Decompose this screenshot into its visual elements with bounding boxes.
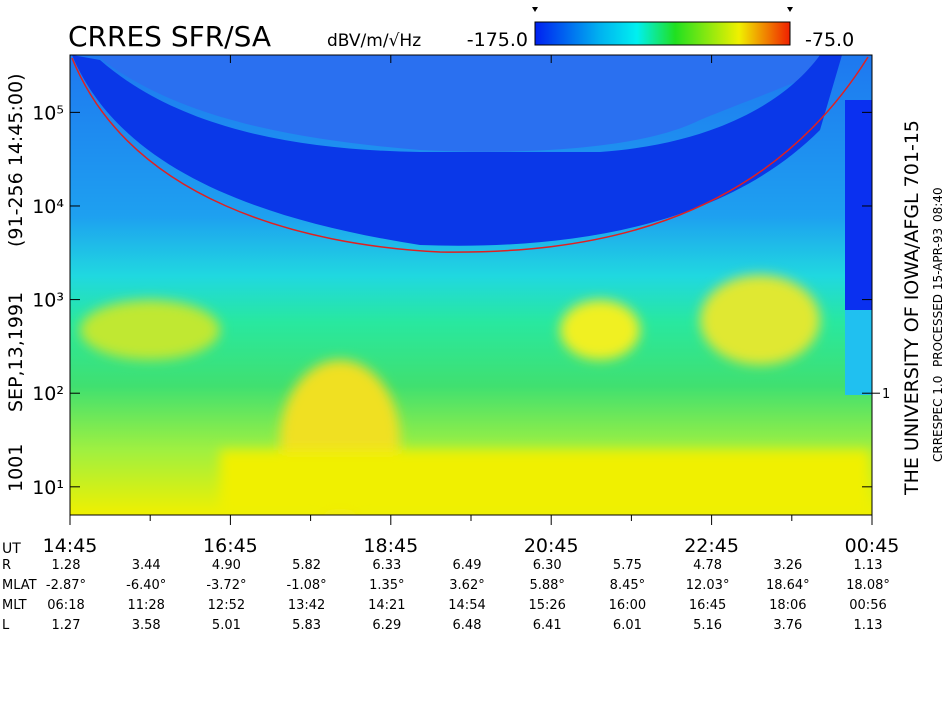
ephemeris-value: 3.76 bbox=[773, 618, 802, 633]
ephemeris-value: 6.30 bbox=[533, 558, 562, 573]
ephemeris-value: 4.90 bbox=[212, 558, 241, 573]
x-tick-label: 16:45 bbox=[203, 535, 258, 557]
ephemeris-value: 1.35° bbox=[369, 578, 404, 593]
ephemeris-value: 12.03° bbox=[686, 578, 730, 593]
ephemeris-value: 4.78 bbox=[693, 558, 722, 573]
ephemeris-value: 6.48 bbox=[453, 618, 482, 633]
x-axis-label: UT bbox=[2, 541, 21, 557]
x-tick-label: 14:45 bbox=[43, 535, 98, 557]
ephemeris-value: 8.45° bbox=[610, 578, 645, 593]
y-tick-label: 10⁵ bbox=[32, 102, 64, 124]
ephemeris-value: 5.01 bbox=[212, 618, 241, 633]
ephemeris-label: MLAT bbox=[2, 578, 37, 593]
ephemeris-value: 5.82 bbox=[292, 558, 321, 573]
colorbar-min: -175.0 bbox=[467, 29, 528, 51]
y2-tick-label: 1 bbox=[882, 387, 890, 402]
ephemeris-label: MLT bbox=[2, 598, 27, 613]
right-text: THE UNIVERSITY OF IOWA/AFGL 701-15 bbox=[901, 120, 923, 496]
ephemeris-value: 12:52 bbox=[208, 598, 245, 613]
ephemeris-value: 5.88° bbox=[529, 578, 564, 593]
ephemeris-value: 3.26 bbox=[773, 558, 802, 573]
ephemeris-value: 1.27 bbox=[52, 618, 81, 633]
ephemeris-value: 6.33 bbox=[372, 558, 401, 573]
ephemeris-value: 1.13 bbox=[854, 618, 883, 633]
y-tick-label: 10² bbox=[32, 383, 64, 405]
ephemeris-value: -1.08° bbox=[287, 578, 327, 593]
left-text: (91-256 14:45:00) bbox=[5, 74, 27, 248]
ephemeris-value: 14:21 bbox=[368, 598, 405, 613]
colorbar-max: -75.0 bbox=[805, 29, 854, 51]
x-tick-label: 18:45 bbox=[363, 535, 418, 557]
ephemeris-value: 6.49 bbox=[453, 558, 482, 573]
x-tick-label: 22:45 bbox=[684, 535, 739, 557]
ephemeris-value: 5.16 bbox=[693, 618, 722, 633]
ephemeris-value: 13:42 bbox=[288, 598, 325, 613]
ephemeris-value: 11:28 bbox=[127, 598, 164, 613]
ephemeris-value: 6.01 bbox=[613, 618, 642, 633]
ephemeris-value: 1.13 bbox=[854, 558, 883, 573]
ephemeris-label: R bbox=[2, 558, 11, 573]
ephemeris-value: 14:54 bbox=[448, 598, 485, 613]
ephemeris-value: 15:26 bbox=[528, 598, 565, 613]
ephemeris-value: 16:45 bbox=[689, 598, 726, 613]
colorbar-unit: dBV/m/√Hz bbox=[327, 31, 421, 51]
y-tick-label: 10³ bbox=[32, 290, 64, 312]
ephemeris-value: 00:56 bbox=[849, 598, 886, 613]
right-text: PROCESSED 15-APR-93 bbox=[931, 228, 945, 367]
ephemeris-value: -6.40° bbox=[126, 578, 166, 593]
ephemeris-value: 18.08° bbox=[846, 578, 890, 593]
ephemeris-value: 3.44 bbox=[132, 558, 161, 573]
right-text: CRRESPEC 1.0 bbox=[931, 376, 945, 462]
ephemeris-value: 6.29 bbox=[372, 618, 401, 633]
spectrogram bbox=[70, 55, 872, 515]
ephemeris-value: 18.64° bbox=[766, 578, 810, 593]
ephemeris-value: 16:00 bbox=[609, 598, 646, 613]
ephemeris-value: 5.83 bbox=[292, 618, 321, 633]
ephemeris-value: 1.28 bbox=[52, 558, 81, 573]
ephemeris-value: 3.58 bbox=[132, 618, 161, 633]
chart-title: CRRES SFR/SA bbox=[68, 20, 271, 53]
x-tick-label: 20:45 bbox=[524, 535, 579, 557]
y-tick-label: 10⁴ bbox=[32, 196, 64, 218]
left-text: SEP,13,1991 bbox=[5, 292, 27, 412]
ephemeris-value: 6.41 bbox=[533, 618, 562, 633]
colorbar-markers bbox=[532, 7, 793, 12]
x-tick-label: 00:45 bbox=[845, 535, 900, 557]
y-tick-label: 10¹ bbox=[32, 477, 64, 499]
ephemeris-value: 18:06 bbox=[769, 598, 806, 613]
colorbar bbox=[534, 21, 791, 46]
right-text: 08:40 bbox=[931, 187, 945, 222]
ephemeris-value: 06:18 bbox=[47, 598, 84, 613]
ephemeris-value: -3.72° bbox=[206, 578, 246, 593]
ephemeris-value: 5.75 bbox=[613, 558, 642, 573]
left-text: 1001 bbox=[5, 444, 27, 492]
ephemeris-value: 3.62° bbox=[449, 578, 484, 593]
ephemeris-label: L bbox=[2, 618, 10, 633]
ephemeris-value: -2.87° bbox=[46, 578, 86, 593]
